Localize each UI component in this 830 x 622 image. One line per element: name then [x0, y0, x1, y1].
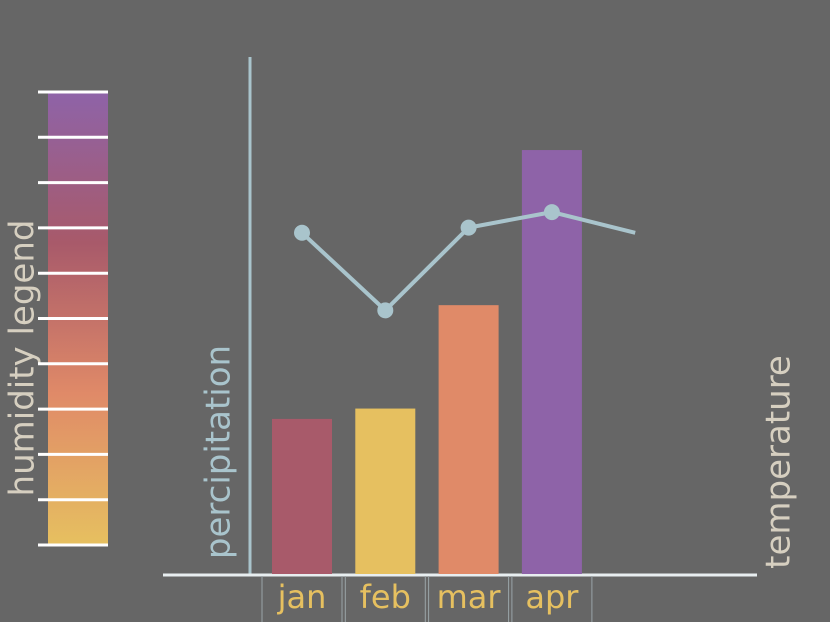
x-tick-label: apr — [525, 578, 579, 616]
legend-label: humidity legend — [3, 220, 43, 497]
bar — [272, 418, 332, 574]
bar — [355, 408, 416, 574]
temperature-point — [294, 224, 310, 241]
temperature-point — [377, 302, 394, 319]
bar — [521, 150, 582, 574]
x-tick-label: feb — [360, 578, 411, 616]
bar — [438, 305, 499, 574]
y-axis-label: percipitation — [199, 345, 239, 559]
temperature-point — [460, 219, 477, 236]
y2-axis-label: temperature — [759, 355, 799, 569]
x-tick-label: mar — [437, 578, 502, 616]
x-tick-label: jan — [277, 578, 327, 616]
temperature-point — [543, 204, 560, 221]
